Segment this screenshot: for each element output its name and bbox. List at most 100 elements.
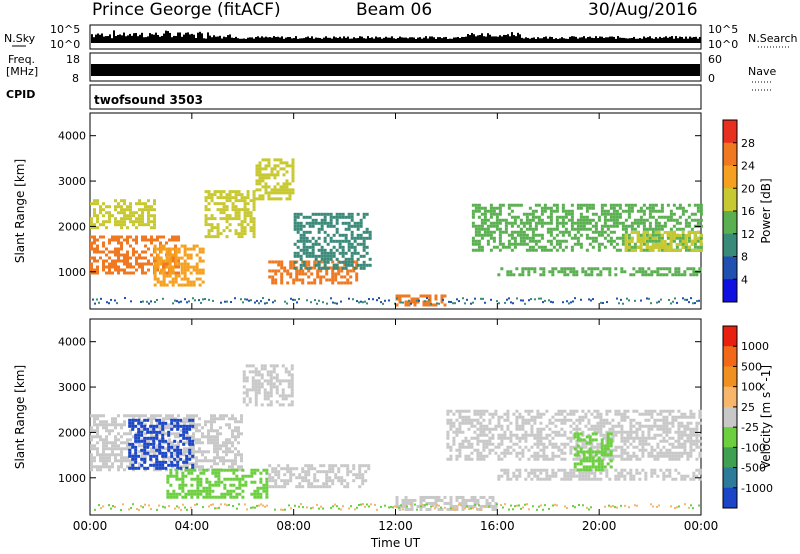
data-cell — [477, 203, 481, 207]
data-cell — [155, 418, 159, 422]
data-cell — [531, 233, 535, 237]
data-cell — [243, 199, 247, 203]
nsky-data-bar — [649, 36, 651, 43]
data-cell — [126, 459, 129, 463]
data-cell — [497, 424, 501, 428]
data-cell — [180, 277, 184, 281]
data-cell — [188, 448, 192, 452]
data-cell — [677, 424, 681, 428]
data-cell — [219, 426, 222, 430]
data-cell — [314, 257, 318, 261]
nsky-data-bar — [637, 38, 639, 43]
data-cell — [638, 436, 642, 440]
data-cell — [352, 464, 356, 468]
nsky-data-bar — [329, 37, 331, 43]
data-cell — [561, 221, 565, 225]
data-cell — [464, 457, 468, 461]
data-cell — [624, 230, 628, 234]
data-cell — [555, 203, 559, 207]
data-cell — [148, 302, 150, 305]
data-cell — [660, 206, 664, 210]
data-cell — [293, 254, 297, 258]
data-cell — [495, 206, 499, 210]
data-cell — [683, 433, 687, 437]
data-cell — [491, 442, 495, 446]
data-cell — [344, 236, 348, 240]
data-cell — [668, 474, 672, 478]
data-cell — [605, 267, 609, 271]
data-cell — [174, 417, 177, 421]
data-cell — [548, 433, 552, 437]
data-cell — [147, 223, 150, 227]
data-cell — [448, 300, 450, 303]
data-cell — [366, 302, 368, 305]
data-cell — [129, 202, 132, 206]
data-cell — [102, 241, 105, 245]
data-cell — [266, 301, 268, 304]
data-cell — [111, 250, 114, 254]
data-cell — [590, 448, 594, 452]
data-cell — [606, 301, 608, 304]
data-cell — [693, 233, 697, 237]
data-cell — [216, 223, 220, 227]
data-cell — [579, 233, 583, 237]
data-cell — [208, 480, 212, 484]
data-cell — [656, 427, 660, 431]
data-cell — [296, 212, 300, 216]
data-cell — [313, 278, 317, 282]
data-cell — [102, 220, 105, 224]
data-cell — [343, 281, 347, 285]
data-cell — [96, 298, 98, 301]
data-cell — [332, 233, 336, 237]
data-cell — [594, 221, 598, 225]
data-cell — [138, 199, 141, 203]
data-cell — [624, 233, 628, 237]
data-cell — [578, 418, 582, 422]
data-cell — [587, 421, 591, 425]
data-cell — [699, 203, 703, 207]
data-cell — [256, 492, 260, 496]
data-cell — [275, 379, 279, 383]
data-cell — [274, 485, 278, 489]
data-cell — [240, 459, 243, 463]
nsky-data-bar — [667, 37, 669, 43]
data-cell — [347, 245, 351, 249]
data-cell — [634, 299, 636, 302]
data-cell — [651, 203, 655, 207]
data-cell — [272, 367, 276, 371]
data-cell — [152, 427, 156, 431]
data-cell — [93, 202, 96, 206]
data-cell — [608, 267, 612, 271]
data-cell — [623, 415, 627, 419]
data-cell — [426, 297, 428, 300]
data-cell — [542, 454, 546, 458]
data-cell — [650, 451, 654, 455]
data-cell — [695, 468, 699, 472]
data-cell — [156, 423, 159, 427]
nsky-data-bar — [569, 36, 571, 43]
data-cell — [608, 448, 612, 452]
data-cell — [672, 224, 676, 228]
data-cell — [627, 203, 631, 207]
data-cell — [147, 259, 150, 263]
data-cell — [123, 202, 126, 206]
data-cell — [600, 459, 604, 463]
data-cell — [249, 229, 253, 233]
data-cell — [205, 492, 209, 496]
data-cell — [337, 272, 341, 276]
data-cell — [314, 254, 318, 258]
data-cell — [483, 227, 487, 231]
data-cell — [569, 477, 573, 481]
data-cell — [588, 242, 592, 246]
data-cell — [123, 441, 126, 445]
data-cell — [446, 445, 450, 449]
colorbar-tick-label: 8 — [741, 251, 748, 264]
data-cell — [166, 474, 170, 478]
data-cell — [281, 394, 285, 398]
data-cell — [513, 230, 517, 234]
data-cell — [621, 239, 625, 243]
data-cell — [683, 448, 687, 452]
data-cell — [153, 414, 156, 418]
data-cell — [285, 188, 289, 192]
nsky-data-bar — [469, 35, 471, 43]
